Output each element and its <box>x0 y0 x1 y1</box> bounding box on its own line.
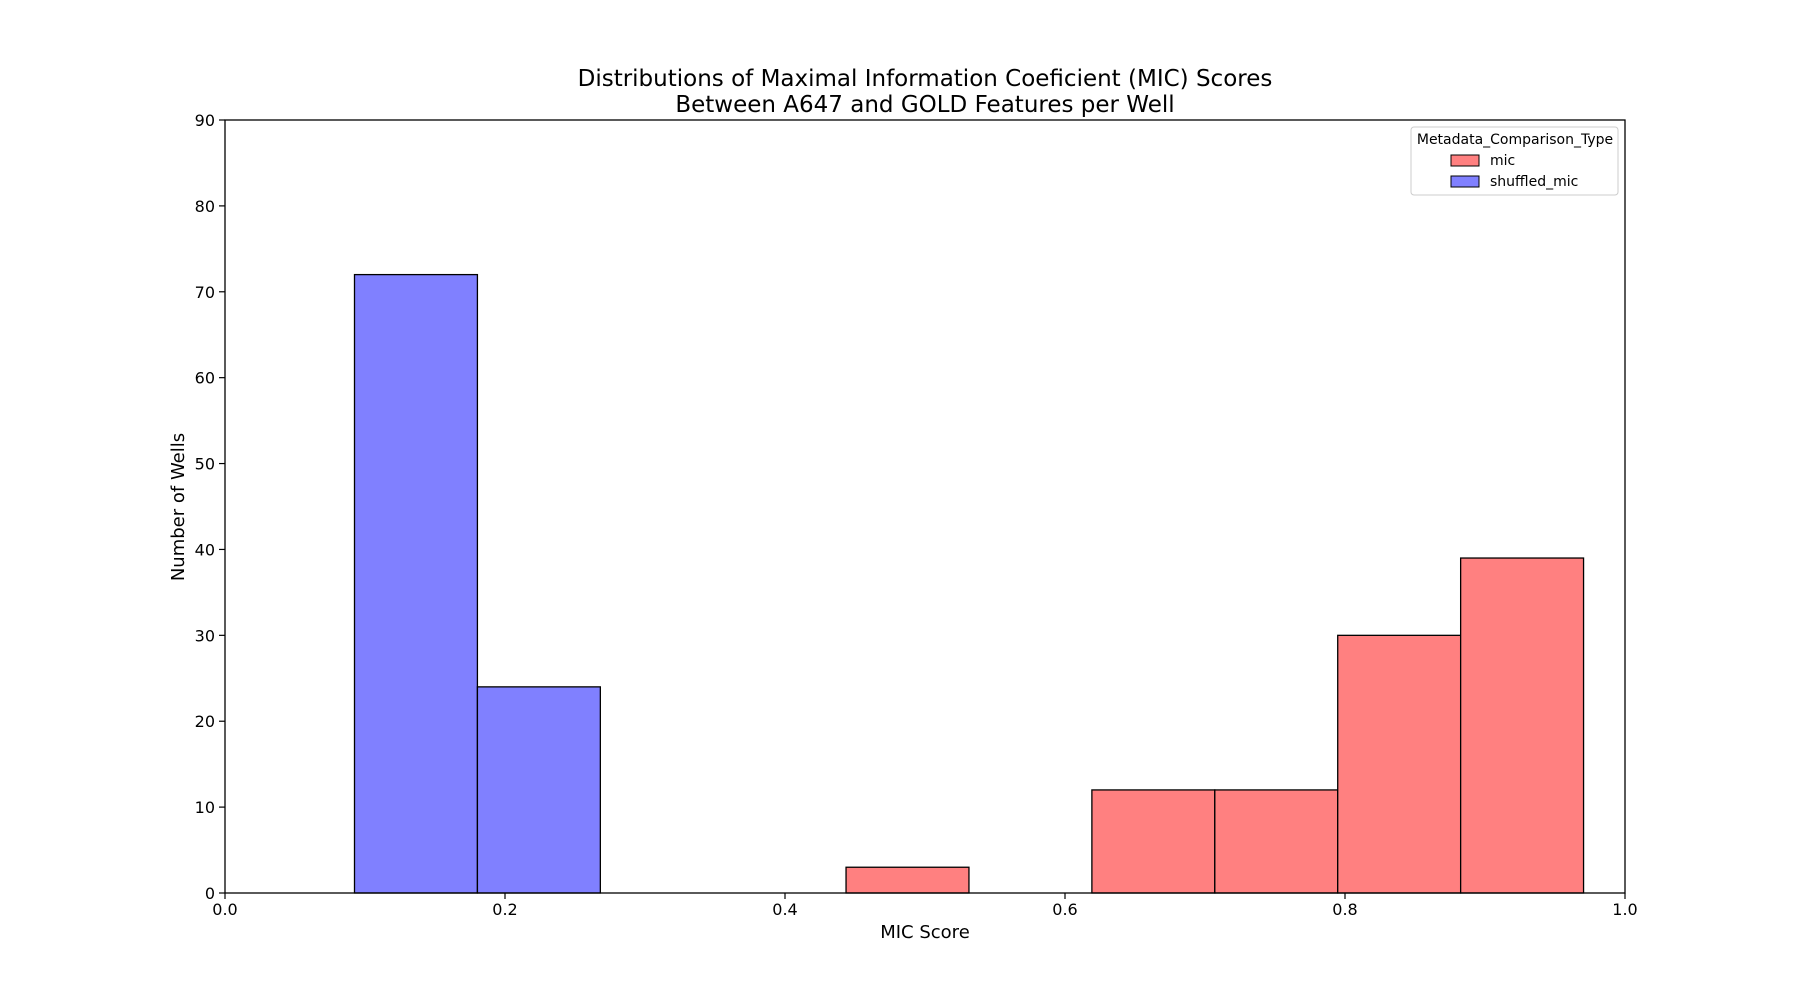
x-axis-label: MIC Score <box>880 922 970 943</box>
x-tick-label: 0.4 <box>772 900 797 919</box>
chart-title-line-1: Distributions of Maximal Information Coe… <box>578 66 1273 92</box>
legend: Metadata_Comparison_Type mic shuffled_mi… <box>1410 126 1619 196</box>
x-tick-label: 0.2 <box>492 900 517 919</box>
x-tick-label: 1.0 <box>1612 900 1637 919</box>
bar-mic-6 <box>1091 789 1216 894</box>
y-tick-label: 50 <box>195 455 215 474</box>
bar-mic-9 <box>1459 557 1585 894</box>
y-tick-label: 70 <box>195 283 215 302</box>
legend-swatch-shuffled-mic <box>1450 175 1480 188</box>
chart-title-line-2: Between A647 and GOLD Features per Well <box>675 92 1174 118</box>
y-tick-label: 40 <box>195 540 215 559</box>
y-tick-label: 90 <box>195 111 215 130</box>
x-ticks-group: 0.0 0.2 0.4 0.6 0.8 1.0 <box>212 893 1638 919</box>
y-tick-label: 20 <box>195 712 215 731</box>
plot-frame <box>224 119 1626 894</box>
x-tick-label: 0.0 <box>212 900 237 919</box>
y-tick-label: 0 <box>205 884 215 903</box>
legend-label-mic: mic <box>1490 153 1515 169</box>
legend-swatch-mic <box>1450 154 1480 167</box>
bar-mic-8 <box>1337 634 1462 894</box>
bar-mic-7 <box>1214 789 1339 894</box>
bars-group <box>353 273 1585 894</box>
y-axis-label: Number of Wells <box>168 433 189 581</box>
x-tick-label: 0.6 <box>1052 900 1077 919</box>
bar-mic-4 <box>845 866 970 894</box>
y-tick-label: 80 <box>195 197 215 216</box>
legend-title: Metadata_Comparison_Type <box>1417 132 1613 148</box>
y-tick-label: 10 <box>195 798 215 817</box>
legend-label-shuffled-mic: shuffled_mic <box>1490 174 1578 190</box>
y-ticks-group: 0 10 20 30 40 50 60 70 80 90 <box>195 111 225 903</box>
bar-shuffled-mic-1 <box>476 686 601 894</box>
y-tick-label: 30 <box>195 626 215 645</box>
x-tick-label: 0.8 <box>1332 900 1357 919</box>
y-tick-label: 60 <box>195 369 215 388</box>
bar-shuffled-mic-0 <box>353 273 479 894</box>
